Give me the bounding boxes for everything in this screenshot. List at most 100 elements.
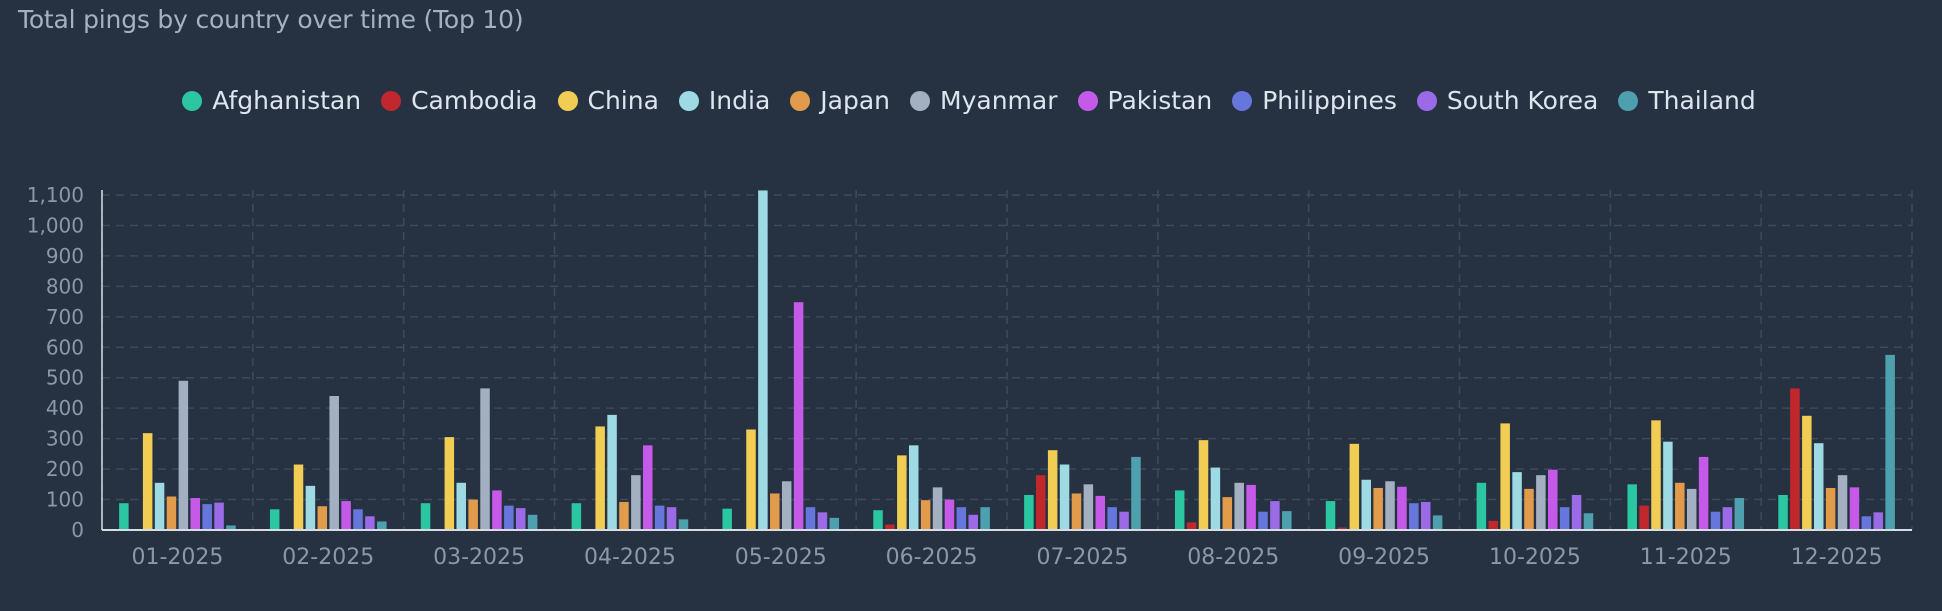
- bar-south-korea-02-2025[interactable]: [365, 516, 375, 530]
- bar-thailand-07-2025[interactable]: [1131, 456, 1141, 530]
- bar-pakistan-03-2025[interactable]: [492, 490, 502, 530]
- bar-japan-12-2025[interactable]: [1825, 487, 1836, 530]
- bar-pakistan-10-2025[interactable]: [1548, 469, 1558, 530]
- bar-south-korea-03-2025[interactable]: [515, 508, 526, 530]
- bar-china-01-2025[interactable]: [142, 433, 153, 530]
- bar-myanmar-05-2025[interactable]: [781, 481, 792, 530]
- legend-item-pakistan[interactable]: Pakistan: [1077, 86, 1212, 115]
- legend-item-india[interactable]: India: [678, 86, 770, 115]
- bar-afghanistan-02-2025[interactable]: [269, 509, 280, 530]
- bar-thailand-01-2025[interactable]: [226, 525, 236, 530]
- bar-japan-09-2025[interactable]: [1373, 487, 1383, 530]
- bar-philippines-03-2025[interactable]: [504, 505, 514, 530]
- bar-japan-10-2025[interactable]: [1524, 488, 1534, 530]
- bar-philippines-02-2025[interactable]: [353, 509, 363, 530]
- bar-pakistan-11-2025[interactable]: [1698, 456, 1709, 530]
- bar-pakistan-06-2025[interactable]: [944, 499, 955, 530]
- bar-thailand-03-2025[interactable]: [527, 514, 538, 530]
- bar-myanmar-08-2025[interactable]: [1234, 482, 1244, 530]
- bar-india-09-2025[interactable]: [1361, 479, 1371, 530]
- bar-myanmar-06-2025[interactable]: [932, 487, 943, 530]
- bar-japan-07-2025[interactable]: [1071, 493, 1082, 530]
- bar-japan-02-2025[interactable]: [317, 506, 328, 530]
- bar-pakistan-09-2025[interactable]: [1397, 486, 1407, 530]
- bar-thailand-10-2025[interactable]: [1583, 513, 1594, 530]
- bar-india-01-2025[interactable]: [154, 482, 165, 530]
- bar-south-korea-05-2025[interactable]: [817, 512, 828, 530]
- bar-china-11-2025[interactable]: [1651, 420, 1661, 530]
- bar-india-06-2025[interactable]: [908, 445, 919, 530]
- bar-south-korea-08-2025[interactable]: [1270, 501, 1280, 530]
- bar-thailand-12-2025[interactable]: [1885, 354, 1895, 530]
- bar-south-korea-07-2025[interactable]: [1119, 511, 1129, 530]
- bar-afghanistan-10-2025[interactable]: [1476, 482, 1487, 530]
- bar-afghanistan-06-2025[interactable]: [873, 510, 883, 530]
- bar-philippines-12-2025[interactable]: [1861, 516, 1872, 530]
- bar-china-08-2025[interactable]: [1198, 440, 1209, 530]
- bar-afghanistan-05-2025[interactable]: [722, 508, 732, 530]
- bar-china-10-2025[interactable]: [1500, 423, 1510, 530]
- bar-thailand-08-2025[interactable]: [1282, 511, 1292, 530]
- legend-item-afghanistan[interactable]: Afghanistan: [182, 86, 361, 115]
- bar-myanmar-09-2025[interactable]: [1385, 481, 1395, 530]
- bar-afghanistan-11-2025[interactable]: [1627, 484, 1637, 530]
- bar-philippines-09-2025[interactable]: [1409, 503, 1419, 530]
- bar-cambodia-10-2025[interactable]: [1488, 520, 1499, 530]
- bar-afghanistan-08-2025[interactable]: [1174, 490, 1185, 530]
- bar-india-07-2025[interactable]: [1059, 464, 1070, 530]
- bar-thailand-11-2025[interactable]: [1734, 498, 1745, 530]
- bar-india-02-2025[interactable]: [305, 485, 316, 530]
- bar-china-09-2025[interactable]: [1349, 443, 1360, 530]
- bar-philippines-01-2025[interactable]: [202, 504, 212, 530]
- bar-cambodia-07-2025[interactable]: [1036, 475, 1046, 530]
- bar-india-08-2025[interactable]: [1210, 467, 1221, 530]
- bar-pakistan-04-2025[interactable]: [643, 445, 653, 530]
- bar-thailand-02-2025[interactable]: [377, 521, 387, 530]
- bar-india-11-2025[interactable]: [1663, 441, 1673, 530]
- bar-pakistan-08-2025[interactable]: [1246, 484, 1256, 530]
- bar-china-12-2025[interactable]: [1802, 415, 1812, 530]
- bar-myanmar-11-2025[interactable]: [1686, 488, 1697, 530]
- bar-pakistan-12-2025[interactable]: [1849, 487, 1860, 530]
- bar-afghanistan-01-2025[interactable]: [119, 503, 129, 530]
- bar-japan-03-2025[interactable]: [468, 499, 478, 530]
- bar-philippines-04-2025[interactable]: [654, 505, 665, 530]
- bar-japan-05-2025[interactable]: [770, 493, 780, 530]
- bar-afghanistan-04-2025[interactable]: [571, 503, 582, 530]
- bar-china-05-2025[interactable]: [746, 429, 756, 531]
- bar-india-10-2025[interactable]: [1512, 472, 1522, 530]
- bar-pakistan-01-2025[interactable]: [190, 498, 201, 530]
- bar-philippines-07-2025[interactable]: [1107, 507, 1117, 530]
- bar-myanmar-02-2025[interactable]: [329, 396, 339, 530]
- bar-cambodia-09-2025[interactable]: [1337, 527, 1348, 530]
- bar-south-korea-11-2025[interactable]: [1722, 507, 1733, 530]
- bar-china-02-2025[interactable]: [293, 464, 304, 530]
- bar-india-12-2025[interactable]: [1813, 443, 1824, 530]
- bar-japan-04-2025[interactable]: [619, 501, 629, 530]
- bar-philippines-10-2025[interactable]: [1559, 507, 1570, 530]
- bar-myanmar-01-2025[interactable]: [178, 380, 189, 530]
- bar-china-06-2025[interactable]: [897, 455, 907, 530]
- bar-philippines-11-2025[interactable]: [1710, 511, 1721, 530]
- bar-pakistan-02-2025[interactable]: [341, 501, 351, 530]
- bar-china-07-2025[interactable]: [1047, 450, 1058, 530]
- legend-item-thailand[interactable]: Thailand: [1618, 86, 1756, 115]
- bar-pakistan-05-2025[interactable]: [793, 302, 804, 530]
- bar-afghanistan-07-2025[interactable]: [1024, 494, 1034, 530]
- legend-item-japan[interactable]: Japan: [790, 86, 890, 115]
- bar-south-korea-06-2025[interactable]: [968, 514, 978, 530]
- bar-philippines-05-2025[interactable]: [805, 507, 816, 530]
- bar-myanmar-04-2025[interactable]: [631, 475, 641, 530]
- bar-south-korea-01-2025[interactable]: [214, 502, 224, 530]
- bar-cambodia-12-2025[interactable]: [1790, 388, 1800, 530]
- bar-japan-11-2025[interactable]: [1675, 482, 1685, 530]
- bar-pakistan-07-2025[interactable]: [1095, 495, 1106, 530]
- bar-philippines-08-2025[interactable]: [1258, 511, 1268, 530]
- legend-item-myanmar[interactable]: Myanmar: [910, 86, 1058, 115]
- bar-thailand-09-2025[interactable]: [1432, 515, 1443, 530]
- bar-thailand-06-2025[interactable]: [980, 507, 990, 530]
- bar-japan-01-2025[interactable]: [166, 496, 177, 531]
- bar-cambodia-08-2025[interactable]: [1186, 522, 1197, 530]
- bar-thailand-05-2025[interactable]: [829, 517, 840, 530]
- bar-cambodia-11-2025[interactable]: [1639, 505, 1649, 530]
